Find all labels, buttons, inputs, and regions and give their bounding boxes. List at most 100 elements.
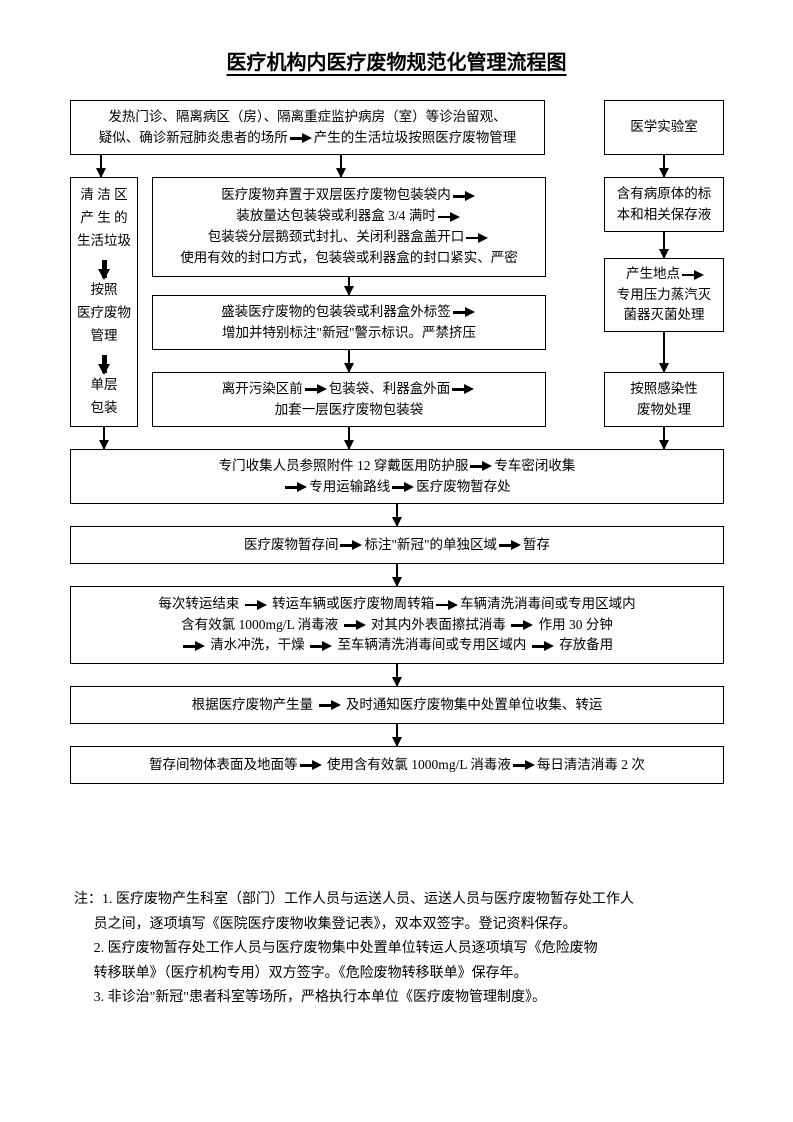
text: 根据医疗废物产生量 [192, 697, 317, 712]
text: 按照 [91, 280, 118, 301]
text: 加套一层医疗废物包装袋 [275, 402, 424, 417]
node-lab: 医学实验室 [604, 100, 724, 155]
text: 产生地点 [626, 266, 680, 281]
text: 疑似、确诊新冠肺炎患者的场所 [99, 130, 288, 145]
arrow-down-icon [663, 332, 665, 372]
arrow-icon [319, 701, 341, 709]
text: 产 生 的 [80, 208, 127, 229]
text: 管理 [91, 326, 118, 347]
text: 医疗废物暂存处 [416, 479, 511, 494]
arrow-icon [532, 642, 554, 650]
arrow-icon [470, 462, 492, 470]
arrow-icon [682, 271, 700, 279]
node-disinfect: 每次转运结束 转运车辆或医疗废物周转箱车辆清洗消毒间或专用区域内 含有效氯 10… [70, 586, 724, 664]
node-infectious: 按照感染性 废物处理 [604, 372, 724, 427]
text: 清 洁 区 [80, 185, 127, 206]
arrow-down-icon [340, 155, 342, 177]
text: 包装袋、利器盒外面 [329, 381, 451, 396]
arrow-icon [285, 483, 307, 491]
arrow-down-icon [663, 427, 665, 449]
text: 装放量达包装袋或利器盒 3/4 满时 [236, 208, 436, 223]
arrow-icon [499, 541, 521, 549]
arrow-down-icon [348, 427, 350, 449]
text: 暂存间物体表面及地面等 [149, 757, 298, 772]
arrow-icon [453, 192, 475, 200]
note-2: 2. 医疗废物暂存处工作人员与医疗废物集中处置单位转运人员逐项填写《危险废物 [74, 937, 719, 962]
text: 包装袋分层鹅颈式封扎、关闭利器盒盖开口 [208, 229, 465, 244]
arrow-down-icon [663, 155, 665, 177]
note-3: 3. 非诊治"新冠"患者科室等场所，严格执行本单位《医疗废物管理制度》。 [74, 986, 719, 1011]
arrow-icon [513, 761, 535, 769]
node-leave-zone: 离开污染区前 包装袋、利器盒外面 加套一层医疗废物包装袋 [152, 372, 546, 427]
text: 专用运输路线 [309, 479, 390, 494]
text: 离开污染区前 [222, 381, 303, 396]
text: 转运车辆或医疗废物周转箱 [269, 596, 434, 611]
text: 至车辆清洗消毒间或专用区域内 [334, 637, 530, 652]
flowchart: 发热门诊、隔离病区（房）、隔离重症监护病房（室）等诊治留观、 疑似、确诊新冠肺炎… [70, 100, 723, 870]
notes-section: 注：1. 医疗废物产生科室（部门）工作人员与运送人员、运送人员与医疗废物暂存处工… [70, 888, 723, 1011]
text: 医疗废物弃置于双层医疗废物包装袋内 [221, 187, 451, 202]
node-packaging: 医疗废物弃置于双层医疗废物包装袋内 装放量达包装袋或利器盒 3/4 满时 包装袋… [152, 177, 546, 277]
note-2b: 转移联单》（医疗机构专用）双方签字。《危险废物转移联单》保存年。 [74, 962, 719, 987]
arrow-down-icon [663, 232, 665, 258]
text: 按照感染性 [630, 379, 698, 400]
arrow-down-icon [103, 355, 106, 373]
node-collect: 专门收集人员参照附件 12 穿戴医用防护服 专车密闭收集 专用运输路线 医疗废物暂存… [70, 449, 724, 504]
text: 暂存 [523, 537, 550, 552]
text: 专车密闭收集 [494, 458, 575, 473]
page-title: 医疗机构内医疗废物规范化管理流程图 [70, 48, 723, 78]
text: 菌器灭菌处理 [624, 305, 705, 326]
arrow-icon [305, 385, 327, 393]
text: 盛装医疗废物的包装袋或利器盒外标签 [221, 304, 451, 319]
arrow-down-icon [348, 277, 350, 295]
arrow-down-icon [348, 350, 350, 372]
text: 每次转运结束 [158, 596, 242, 611]
text: 本和相关保存液 [617, 205, 712, 226]
text: 废物处理 [637, 400, 691, 421]
node-source-wards: 发热门诊、隔离病区（房）、隔离重症监护病房（室）等诊治留观、 疑似、确诊新冠肺炎… [70, 100, 545, 155]
note-1: 注：1. 医疗废物产生科室（部门）工作人员与运送人员、运送人员与医疗废物暂存处工… [74, 888, 719, 913]
arrow-icon [183, 642, 205, 650]
arrow-icon [392, 483, 414, 491]
text: 含有病原体的标 [617, 184, 712, 205]
text: 标注"新冠"的单独区域 [364, 537, 497, 552]
arrow-icon [453, 308, 475, 316]
text: 单层 [91, 375, 118, 396]
arrow-icon [436, 601, 458, 609]
arrow-icon [300, 761, 322, 769]
text: 增加并特别标注"新冠"警示标识。严禁挤压 [222, 325, 476, 340]
text: 车辆清洗消毒间或专用区域内 [460, 596, 636, 611]
text: 作用 30 分钟 [535, 617, 613, 632]
arrow-down-icon [103, 260, 106, 278]
node-storage: 医疗废物暂存间 标注"新冠"的单独区域 暂存 [70, 526, 724, 564]
text: 专门收集人员参照附件 12 穿戴医用防护服 [219, 458, 469, 473]
node-clean-area: 清 洁 区 产 生 的 生活垃圾 按照 医疗废物 管理 单层 包装 [70, 177, 138, 427]
text: 存放备用 [556, 637, 613, 652]
arrow-icon [452, 385, 474, 393]
arrow-down-icon [396, 724, 398, 746]
arrow-icon [511, 621, 533, 629]
arrow-icon [344, 621, 366, 629]
text: 清水冲洗，干燥 [207, 637, 308, 652]
arrow-icon [245, 601, 267, 609]
text: 1. 医疗废物产生科室（部门）工作人员与运送人员、运送人员与医疗废物暂存处工作人 [102, 892, 634, 907]
node-label: 盛装医疗废物的包装袋或利器盒外标签 增加并特别标注"新冠"警示标识。严禁挤压 [152, 295, 546, 350]
text: 产生的生活垃圾按照医疗废物管理 [314, 130, 517, 145]
text: 及时通知医疗废物集中处置单位收集、转运 [343, 697, 603, 712]
notes-prefix: 注： [74, 892, 102, 907]
text: 医疗废物暂存间 [244, 537, 339, 552]
text: 生活垃圾 [77, 231, 131, 252]
arrow-icon [340, 541, 362, 549]
node-autoclave: 产生地点 专用压力蒸汽灭 菌器灭菌处理 [604, 258, 724, 332]
arrow-down-icon [103, 427, 105, 449]
node-specimen: 含有病原体的标 本和相关保存液 [604, 177, 724, 232]
arrow-icon [466, 234, 488, 242]
text: 发热门诊、隔离病区（房）、隔离重症监护病房（室）等诊治留观、 [108, 109, 506, 124]
text: 医疗废物 [77, 303, 131, 324]
text: 医学实验室 [630, 117, 698, 138]
text: 使用含有效氯 1000mg/L 消毒液 [324, 757, 511, 772]
arrow-down-icon [396, 564, 398, 586]
arrow-down-icon [100, 155, 102, 177]
text: 使用有效的封口方式，包装袋或利器盒的封口紧实、严密 [180, 250, 518, 265]
text: 专用压力蒸汽灭 [617, 285, 712, 306]
